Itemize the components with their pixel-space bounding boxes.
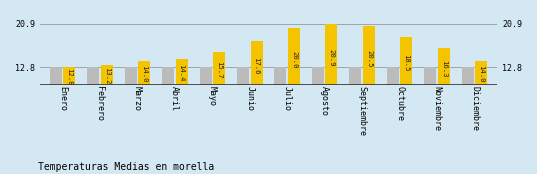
Bar — [100, 65, 113, 85]
Bar — [325, 24, 337, 85]
Bar — [162, 67, 174, 85]
Text: 18.5: 18.5 — [403, 54, 409, 72]
Bar — [312, 67, 324, 85]
Text: 20.0: 20.0 — [291, 51, 297, 68]
Bar — [350, 67, 361, 85]
Text: 16.3: 16.3 — [441, 60, 447, 77]
Text: 14.0: 14.0 — [141, 65, 147, 83]
Text: 20.5: 20.5 — [366, 50, 372, 67]
Bar — [213, 52, 225, 85]
Bar — [288, 29, 300, 85]
Bar — [49, 67, 62, 85]
Bar — [401, 37, 412, 85]
Text: 14.4: 14.4 — [178, 64, 185, 82]
Bar — [475, 61, 488, 85]
Text: Temperaturas Medias en morella: Temperaturas Medias en morella — [38, 162, 214, 172]
Bar — [462, 67, 474, 85]
Text: 20.9: 20.9 — [329, 49, 335, 66]
Bar — [200, 67, 212, 85]
Bar — [176, 59, 187, 85]
Text: 17.6: 17.6 — [253, 57, 259, 74]
Bar — [438, 48, 450, 85]
Bar — [125, 67, 136, 85]
Bar — [387, 67, 399, 85]
Bar — [274, 67, 287, 85]
Text: 15.7: 15.7 — [216, 61, 222, 79]
Bar — [138, 61, 150, 85]
Bar — [363, 26, 375, 85]
Text: 13.2: 13.2 — [104, 67, 110, 85]
Bar — [250, 41, 263, 85]
Text: 14.0: 14.0 — [478, 65, 484, 83]
Bar — [237, 67, 249, 85]
Bar — [63, 67, 75, 85]
Bar — [424, 67, 437, 85]
Bar — [87, 67, 99, 85]
Text: 12.8: 12.8 — [66, 68, 72, 86]
